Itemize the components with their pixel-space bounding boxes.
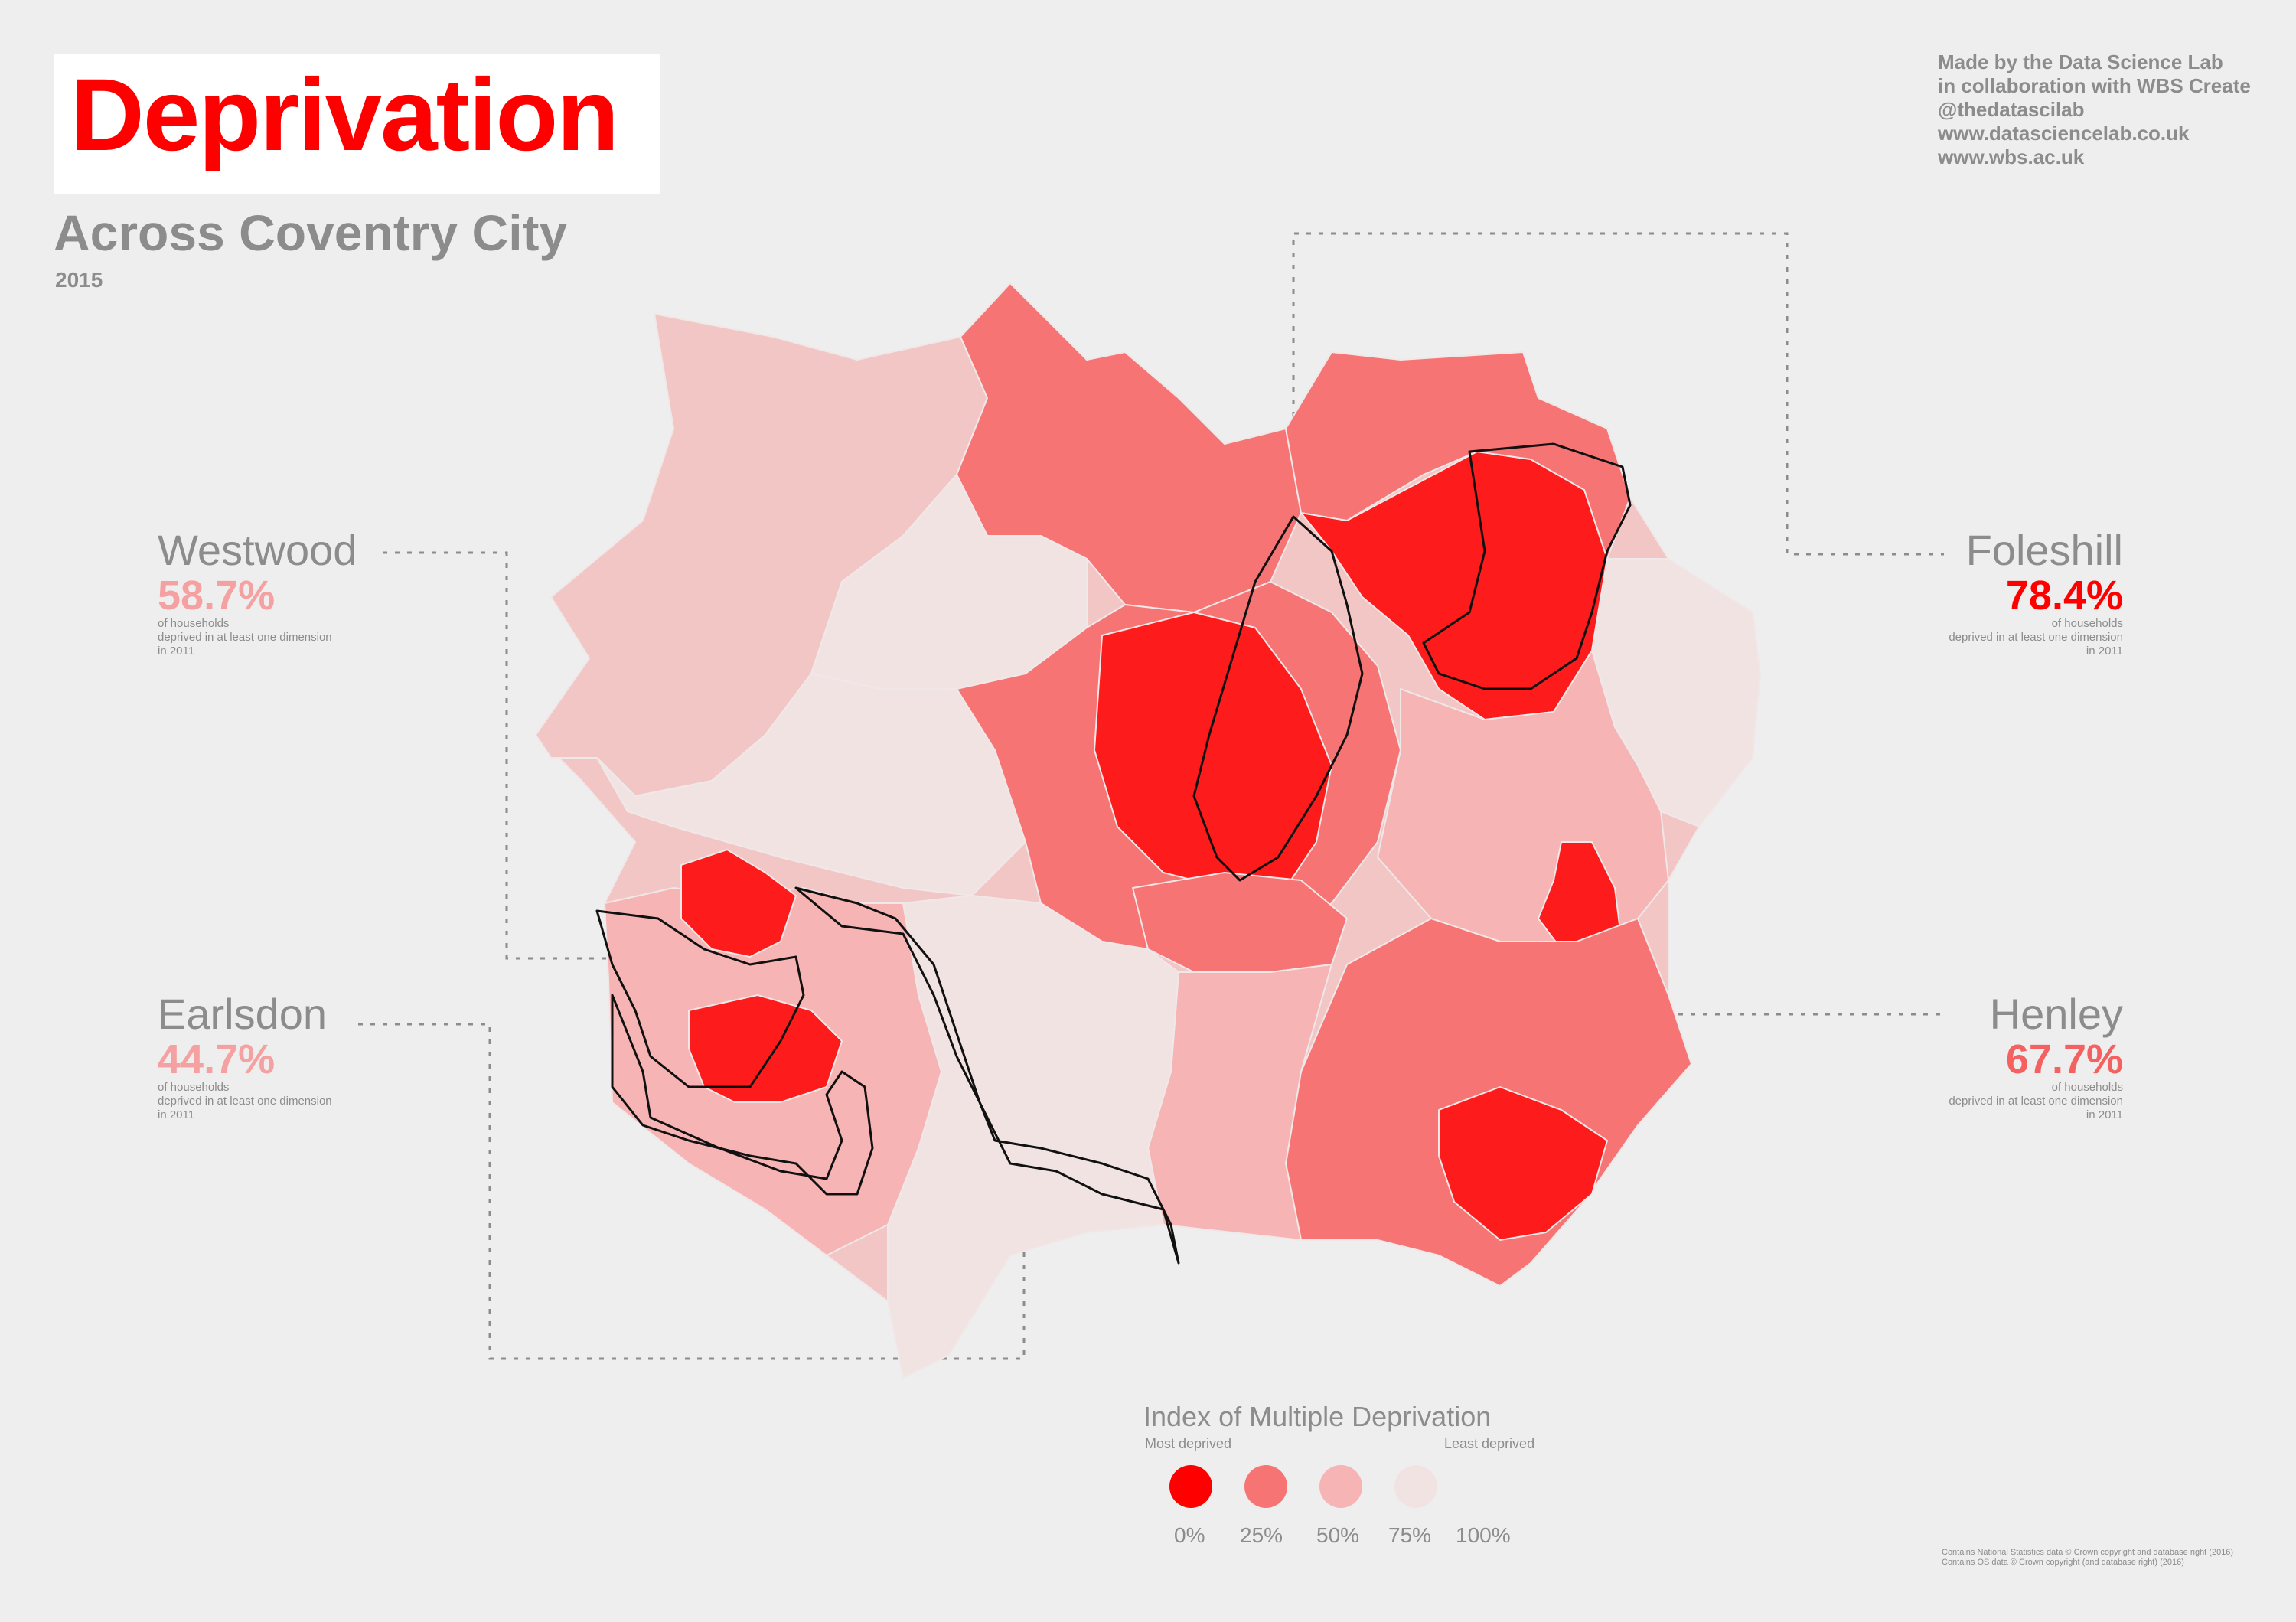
area-note: of households deprived in at least one d…: [158, 617, 387, 658]
page-subtitle: Across Coventry City: [54, 204, 568, 261]
legend-swatch-least: [1394, 1465, 1437, 1508]
foleshill-north-outline: [1422, 442, 1632, 690]
area-note: of households deprived in at least one d…: [1893, 1081, 2123, 1122]
page-title: Deprivation: [70, 58, 619, 172]
legend-least-label: Least deprived: [1444, 1436, 1535, 1451]
note-line: in 2011: [2086, 1108, 2123, 1122]
legend-tick: 100%: [1456, 1523, 1511, 1547]
area-percent: 44.7%: [158, 1036, 276, 1082]
callout-leader-lines: [358, 232, 1948, 1360]
westwood-leader-line: [383, 551, 612, 960]
credit-line: www.wbs.ac.uk: [1938, 145, 2085, 168]
note-line: in 2011: [158, 645, 195, 658]
callout-earlsdon: Earlsdon 44.7% of households deprived in…: [158, 990, 387, 1122]
north-east-region: [1285, 351, 1631, 560]
data-source-footer: Contains National Statistics data © Crow…: [1942, 1548, 2233, 1568]
credit-line: @thedatascilab: [1938, 98, 2085, 121]
area-percent: 58.7%: [158, 572, 276, 618]
note-line: deprived in at least one dimension: [158, 631, 332, 645]
legend-tick: 75%: [1388, 1523, 1432, 1547]
note-line: of households: [158, 617, 230, 631]
callout-henley: Henley 67.7% of households deprived in a…: [1893, 990, 2123, 1122]
area-note: of households deprived in at least one d…: [158, 1081, 387, 1122]
area-percent: 67.7%: [2005, 1036, 2123, 1082]
westwood-pocket-region: [680, 849, 797, 958]
credit-line: www.datasciencelab.co.uk: [1938, 122, 2190, 145]
footer-line: Contains National Statistics data © Crow…: [1942, 1548, 2234, 1557]
west-earlsdon-outline: [611, 994, 874, 1196]
foleshill-leader-line: [1292, 232, 1944, 556]
title-box: Deprivation: [54, 54, 660, 194]
legend-title: Index of Multiple Deprivation: [1143, 1401, 1492, 1432]
south-west-region: [887, 895, 1179, 1379]
area-name: Earlsdon: [158, 990, 328, 1038]
legend-tick: 50%: [1316, 1523, 1360, 1547]
note-line: of households: [2051, 1081, 2123, 1095]
area-note: of households deprived in at least one d…: [1893, 617, 2123, 658]
area-name: Foleshill: [1965, 526, 2123, 574]
note-line: in 2011: [158, 1108, 195, 1122]
credits-block: Made by the Data Science Lab in collabor…: [1938, 51, 2251, 169]
note-line: deprived in at least one dimension: [158, 1095, 332, 1108]
area-name: Henley: [1989, 990, 2123, 1038]
note-line: deprived in at least one dimension: [1949, 1095, 2123, 1108]
henley-region: [1438, 1086, 1608, 1241]
henley-leader-line: [1661, 834, 1948, 1016]
callout-westwood: Westwood 58.7% of households deprived in…: [158, 527, 387, 658]
footer-line: Contains OS data © Crown copyright (and …: [1942, 1558, 2184, 1567]
legend-swatch-mid: [1319, 1465, 1362, 1508]
foleshill-ward-outline: [1192, 515, 1364, 882]
credit-line: in collaboration with WBS Create: [1938, 74, 2251, 97]
legend-most-label: Most deprived: [1145, 1436, 1232, 1451]
note-line: of households: [2051, 617, 2123, 631]
callout-foleshill: Foleshill 78.4% of households deprived i…: [1893, 527, 2123, 658]
earlsdon-pocket-region: [688, 994, 843, 1103]
earlsdon-ward-outline: [794, 886, 1180, 1265]
legend-tick: 0%: [1174, 1523, 1205, 1547]
year-label: 2015: [55, 268, 103, 292]
area-percent: 78.4%: [2005, 572, 2123, 618]
note-line: in 2011: [2086, 645, 2123, 658]
note-line: deprived in at least one dimension: [1949, 631, 2123, 645]
centre-core-region: [1094, 612, 1332, 889]
area-name: Westwood: [158, 526, 357, 574]
earlsdon-leader-line: [358, 1023, 1026, 1360]
legend-swatch-high: [1244, 1465, 1287, 1508]
credit-line: Made by the Data Science Lab: [1938, 51, 2223, 73]
legend-swatch-most: [1169, 1465, 1212, 1508]
note-line: of households: [158, 1081, 230, 1095]
legend-tick: 25%: [1240, 1523, 1283, 1547]
westwood-ward-outline: [595, 909, 805, 1088]
